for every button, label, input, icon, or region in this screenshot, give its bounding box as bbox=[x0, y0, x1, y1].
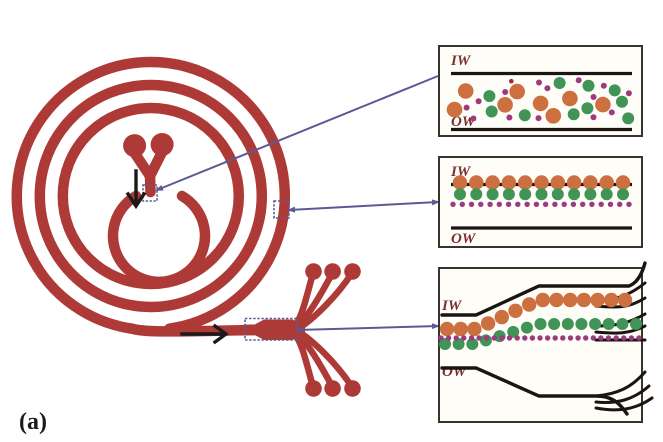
svg-text:(a): (a) bbox=[19, 409, 47, 435]
svg-text:OW: OW bbox=[451, 231, 477, 247]
svg-text:IW: IW bbox=[441, 298, 463, 314]
svg-text:IW: IW bbox=[450, 53, 472, 69]
